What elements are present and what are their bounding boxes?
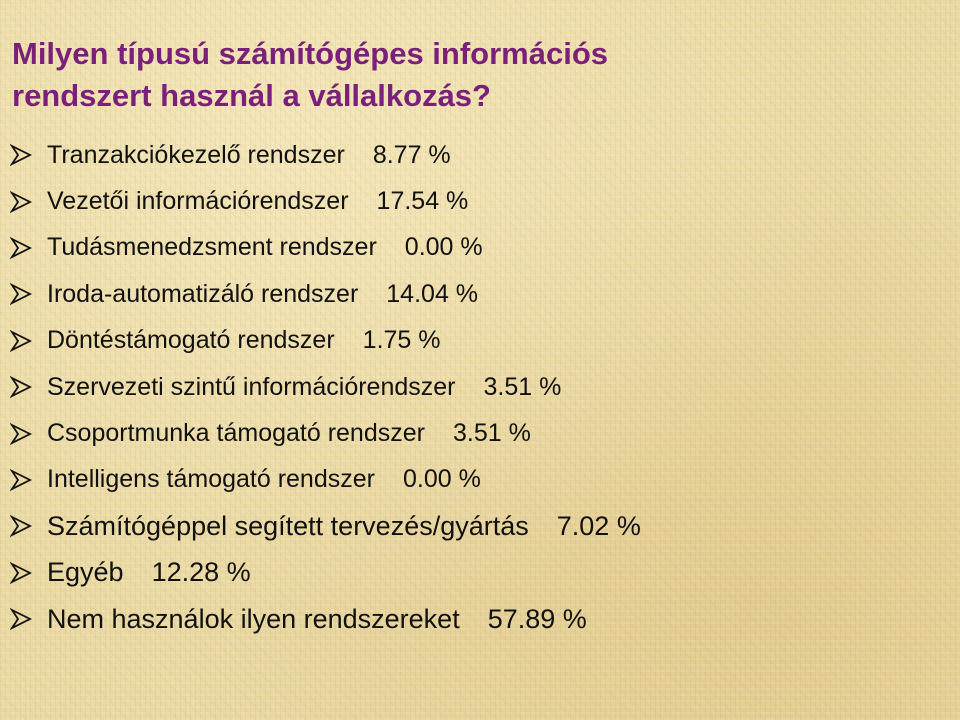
list-item-value: 0.00 % bbox=[402, 465, 481, 494]
list-item: Szervezeti szintű információrendszer 3.5… bbox=[10, 364, 940, 410]
list-item: Csoportmunka támogató rendszer 3.51 % bbox=[10, 410, 940, 456]
list-item-value: 14.04 % bbox=[386, 279, 479, 308]
arrowhead-bullet-icon bbox=[10, 376, 32, 399]
slide-title: Milyen típusú számítógépes információs r… bbox=[12, 33, 912, 117]
list-item: Nem használok ilyen rendszereket 57.89 % bbox=[10, 596, 940, 642]
list-item-value: 3.51 % bbox=[483, 372, 562, 401]
list-item: Iroda-automatizáló rendszer 14.04 % bbox=[10, 271, 940, 317]
arrowhead-bullet-icon bbox=[10, 236, 32, 259]
list-item-label: Egyéb bbox=[47, 557, 124, 588]
list-item: Döntéstámogató rendszer 1.75 % bbox=[10, 318, 940, 364]
list-item-value: 12.28 % bbox=[151, 557, 251, 588]
list-item-label: Szervezeti szintű információrendszer bbox=[47, 372, 456, 401]
list-item-value: 57.89 % bbox=[487, 603, 587, 634]
list-item-value: 0.00 % bbox=[404, 233, 483, 262]
arrowhead-bullet-icon bbox=[10, 515, 32, 538]
list-item-label: Intelligens támogató rendszer bbox=[47, 465, 375, 494]
list-item: Egyéb 12.28 % bbox=[10, 550, 940, 596]
list-item-label: Csoportmunka támogató rendszer bbox=[47, 419, 425, 448]
slide-title-line-2: rendszert használ a vállalkozás? bbox=[12, 78, 491, 113]
list-item-label: Iroda-automatizáló rendszer bbox=[47, 279, 359, 308]
list-item-value: 8.77 % bbox=[372, 140, 451, 169]
list-item-label: Döntéstámogató rendszer bbox=[47, 326, 335, 355]
list-item-value: 7.02 % bbox=[556, 510, 641, 541]
list-item-value: 17.54 % bbox=[376, 187, 469, 216]
list-item-label: Számítógéppel segített tervezés/gyártás bbox=[47, 510, 529, 541]
list-item: Vezetői információrendszer 17.54 % bbox=[10, 178, 940, 224]
list-item-label: Tudásmenedzsment rendszer bbox=[47, 233, 377, 262]
list-item-label: Nem használok ilyen rendszereket bbox=[47, 603, 460, 634]
list-item: Intelligens támogató rendszer 0.00 % bbox=[10, 457, 940, 503]
arrowhead-bullet-icon bbox=[10, 190, 32, 213]
arrowhead-bullet-icon bbox=[10, 329, 32, 352]
list-item: Számítógéppel segített tervezés/gyártás … bbox=[10, 503, 940, 549]
arrowhead-bullet-icon bbox=[10, 608, 32, 631]
list-item-value: 1.75 % bbox=[362, 326, 441, 355]
slide-title-line-1: Milyen típusú számítógépes információs bbox=[12, 36, 609, 71]
list-item: Tudásmenedzsment rendszer 0.00 % bbox=[10, 225, 940, 271]
arrowhead-bullet-icon bbox=[10, 561, 32, 584]
list-item: Tranzakciókezelő rendszer 8.77 % bbox=[10, 132, 940, 178]
bullet-list: Tranzakciókezelő rendszer 8.77 % Vezetői… bbox=[10, 132, 940, 642]
list-item-label: Tranzakciókezelő rendszer bbox=[47, 140, 345, 169]
list-item-label: Vezetői információrendszer bbox=[47, 187, 349, 216]
arrowhead-bullet-icon bbox=[10, 422, 32, 445]
arrowhead-bullet-icon bbox=[10, 283, 32, 306]
list-item-value: 3.51 % bbox=[452, 419, 531, 448]
arrowhead-bullet-icon bbox=[10, 144, 32, 167]
arrowhead-bullet-icon bbox=[10, 468, 32, 491]
